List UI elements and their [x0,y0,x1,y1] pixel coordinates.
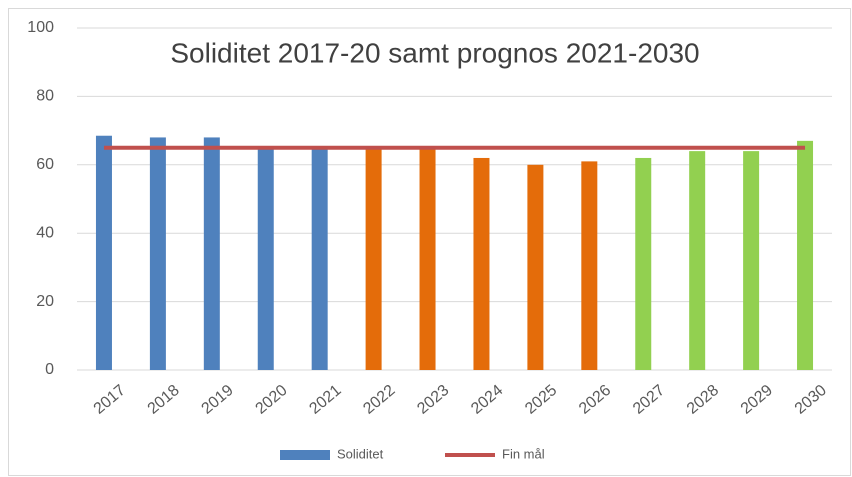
bar [635,157,652,370]
bar [95,135,112,370]
bar [257,147,274,370]
bar [743,151,760,370]
bar [581,161,598,370]
bar [473,157,490,370]
bar [311,147,328,370]
bar [527,164,544,370]
legend-label: Fin mål [502,446,545,461]
bar [689,151,706,370]
y-tick-label: 40 [36,224,54,241]
bar [797,140,814,370]
y-tick-label: 20 [36,293,54,310]
legend-swatch [280,450,330,460]
chart-title: Soliditet 2017-20 samt prognos 2021-2030 [170,37,699,68]
legend-label: Soliditet [337,446,384,461]
bar [419,147,436,370]
bar [203,137,220,370]
bar [365,147,382,370]
y-tick-label: 100 [27,19,54,36]
bar [149,137,166,370]
y-tick-label: 80 [36,88,54,105]
y-tick-label: 0 [45,361,54,378]
y-tick-label: 60 [36,156,54,173]
